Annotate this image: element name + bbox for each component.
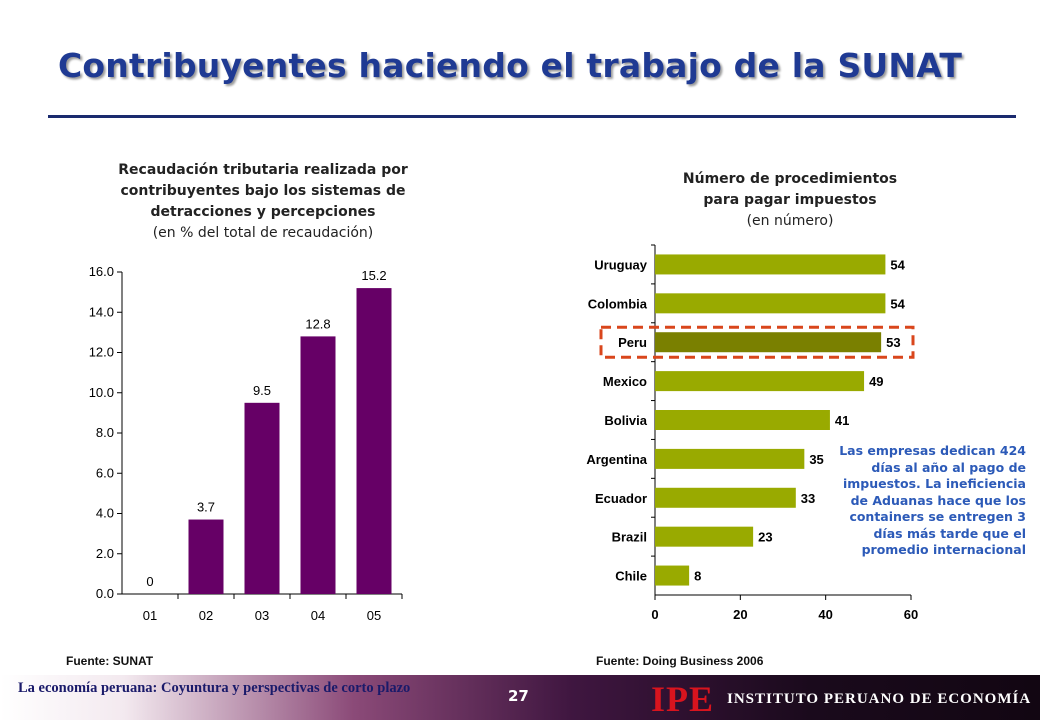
data-label-bolivia: 41 (835, 413, 849, 428)
tax-procedures-bar-chart: 0 20 40 60 54 Uruguay 54 Colombia 53 Peru 49 Mexico… (586, 244, 918, 622)
x-tick-label: 40 (818, 607, 832, 622)
bar-uruguay (655, 254, 886, 275)
right-chart-title: Número de procedimientos para pagar impu… (640, 169, 940, 232)
institute-name: INSTITUTO PERUANO DE ECONOMÍA (727, 691, 1032, 707)
y-tick-label: 6.0 (96, 465, 114, 480)
footer-text: La economía peruana: Coyuntura y perspec… (18, 680, 411, 696)
category-label-ecuador: Ecuador (595, 491, 647, 506)
bar-chile (655, 565, 690, 586)
x-tick-label: 60 (904, 607, 918, 622)
category-label-chile: Chile (615, 569, 647, 584)
right-source: Fuente: Doing Business 2006 (596, 654, 764, 668)
y-tick-label: 0.0 (96, 586, 114, 601)
bar-colombia (655, 293, 886, 314)
title-divider (48, 115, 1016, 118)
tax-collection-bar-chart: 0.0 2.0 4.0 6.0 8.0 10.0 12.0 14.0 16.0 0 01 3.7 02 9… (89, 264, 403, 623)
data-label-05: 15.2 (361, 268, 386, 283)
left-source: Fuente: SUNAT (66, 654, 154, 668)
footer-bar: La economía peruana: Coyuntura y perspec… (0, 675, 1040, 720)
peru-highlight-box (599, 325, 915, 359)
bar-brazil (655, 526, 754, 547)
y-tick-label: 10.0 (89, 385, 114, 400)
y-tick-label: 2.0 (96, 546, 114, 561)
data-label-03: 9.5 (253, 383, 271, 398)
page-number: 27 (508, 687, 529, 705)
ipe-logo: IPE (651, 679, 715, 719)
data-label-brazil: 23 (758, 530, 772, 545)
y-tick-label: 4.0 (96, 506, 114, 521)
bar-peru (655, 332, 882, 353)
data-label-02: 3.7 (197, 500, 215, 515)
data-label-colombia: 54 (890, 296, 905, 311)
data-label-01: 0 (146, 574, 153, 589)
left-chart-title-line1: Recaudación tributaria realizada por (118, 162, 408, 178)
x-tick-label: 20 (733, 607, 747, 622)
bar-05 (356, 288, 392, 594)
page-title: Contribuyentes haciendo el trabajo de la… (58, 46, 963, 85)
bar-ecuador (655, 487, 796, 508)
left-chart-title: Recaudación tributaria realizada por con… (100, 160, 426, 244)
x-tick-label-04: 04 (311, 608, 325, 623)
annotation-note: Las empresas dedican 424 días al año al … (839, 443, 1026, 557)
y-tick-label: 16.0 (89, 264, 114, 279)
data-label-argentina: 35 (809, 452, 823, 467)
right-chart-title-line1: Número de procedimientos (682, 171, 898, 187)
category-label-bolivia: Bolivia (604, 413, 647, 428)
bar-02 (188, 519, 224, 594)
left-chart-subtitle: (en % del total de recaudación) (152, 225, 374, 241)
data-label-mexico: 49 (869, 374, 883, 389)
category-label-brazil: Brazil (612, 530, 647, 545)
category-label-uruguay: Uruguay (594, 257, 648, 272)
category-label-argentina: Argentina (586, 452, 647, 467)
right-chart-subtitle: (en número) (746, 213, 834, 229)
x-tick-label-03: 03 (255, 608, 269, 623)
x-tick-label-01: 01 (143, 608, 157, 623)
data-label-chile: 8 (694, 569, 701, 584)
category-label-colombia: Colombia (588, 296, 648, 311)
data-label-04: 12.8 (305, 316, 330, 331)
y-tick-label: 14.0 (89, 304, 114, 319)
bar-03 (244, 402, 280, 594)
bar-bolivia (655, 410, 830, 430)
bar-mexico (655, 371, 865, 392)
data-label-ecuador: 33 (801, 491, 815, 506)
y-tick-label: 12.0 (89, 345, 114, 360)
category-label-mexico: Mexico (603, 374, 647, 389)
data-label-uruguay: 54 (890, 257, 905, 272)
left-chart-title-line2: contribuyentes bajo los sistemas de (120, 183, 406, 199)
category-label-peru: Peru (618, 335, 647, 350)
right-chart-title-line2: para pagar impuestos (703, 192, 877, 208)
x-tick-label: 0 (651, 607, 658, 622)
left-chart-title-line3: detracciones y percepciones (150, 204, 376, 220)
bar-04 (300, 336, 336, 594)
data-label-peru: 53 (886, 335, 900, 350)
x-tick-label-05: 05 (367, 608, 381, 623)
y-tick-label: 8.0 (96, 425, 114, 440)
x-tick-label-02: 02 (199, 608, 213, 623)
bar-argentina (655, 448, 805, 469)
